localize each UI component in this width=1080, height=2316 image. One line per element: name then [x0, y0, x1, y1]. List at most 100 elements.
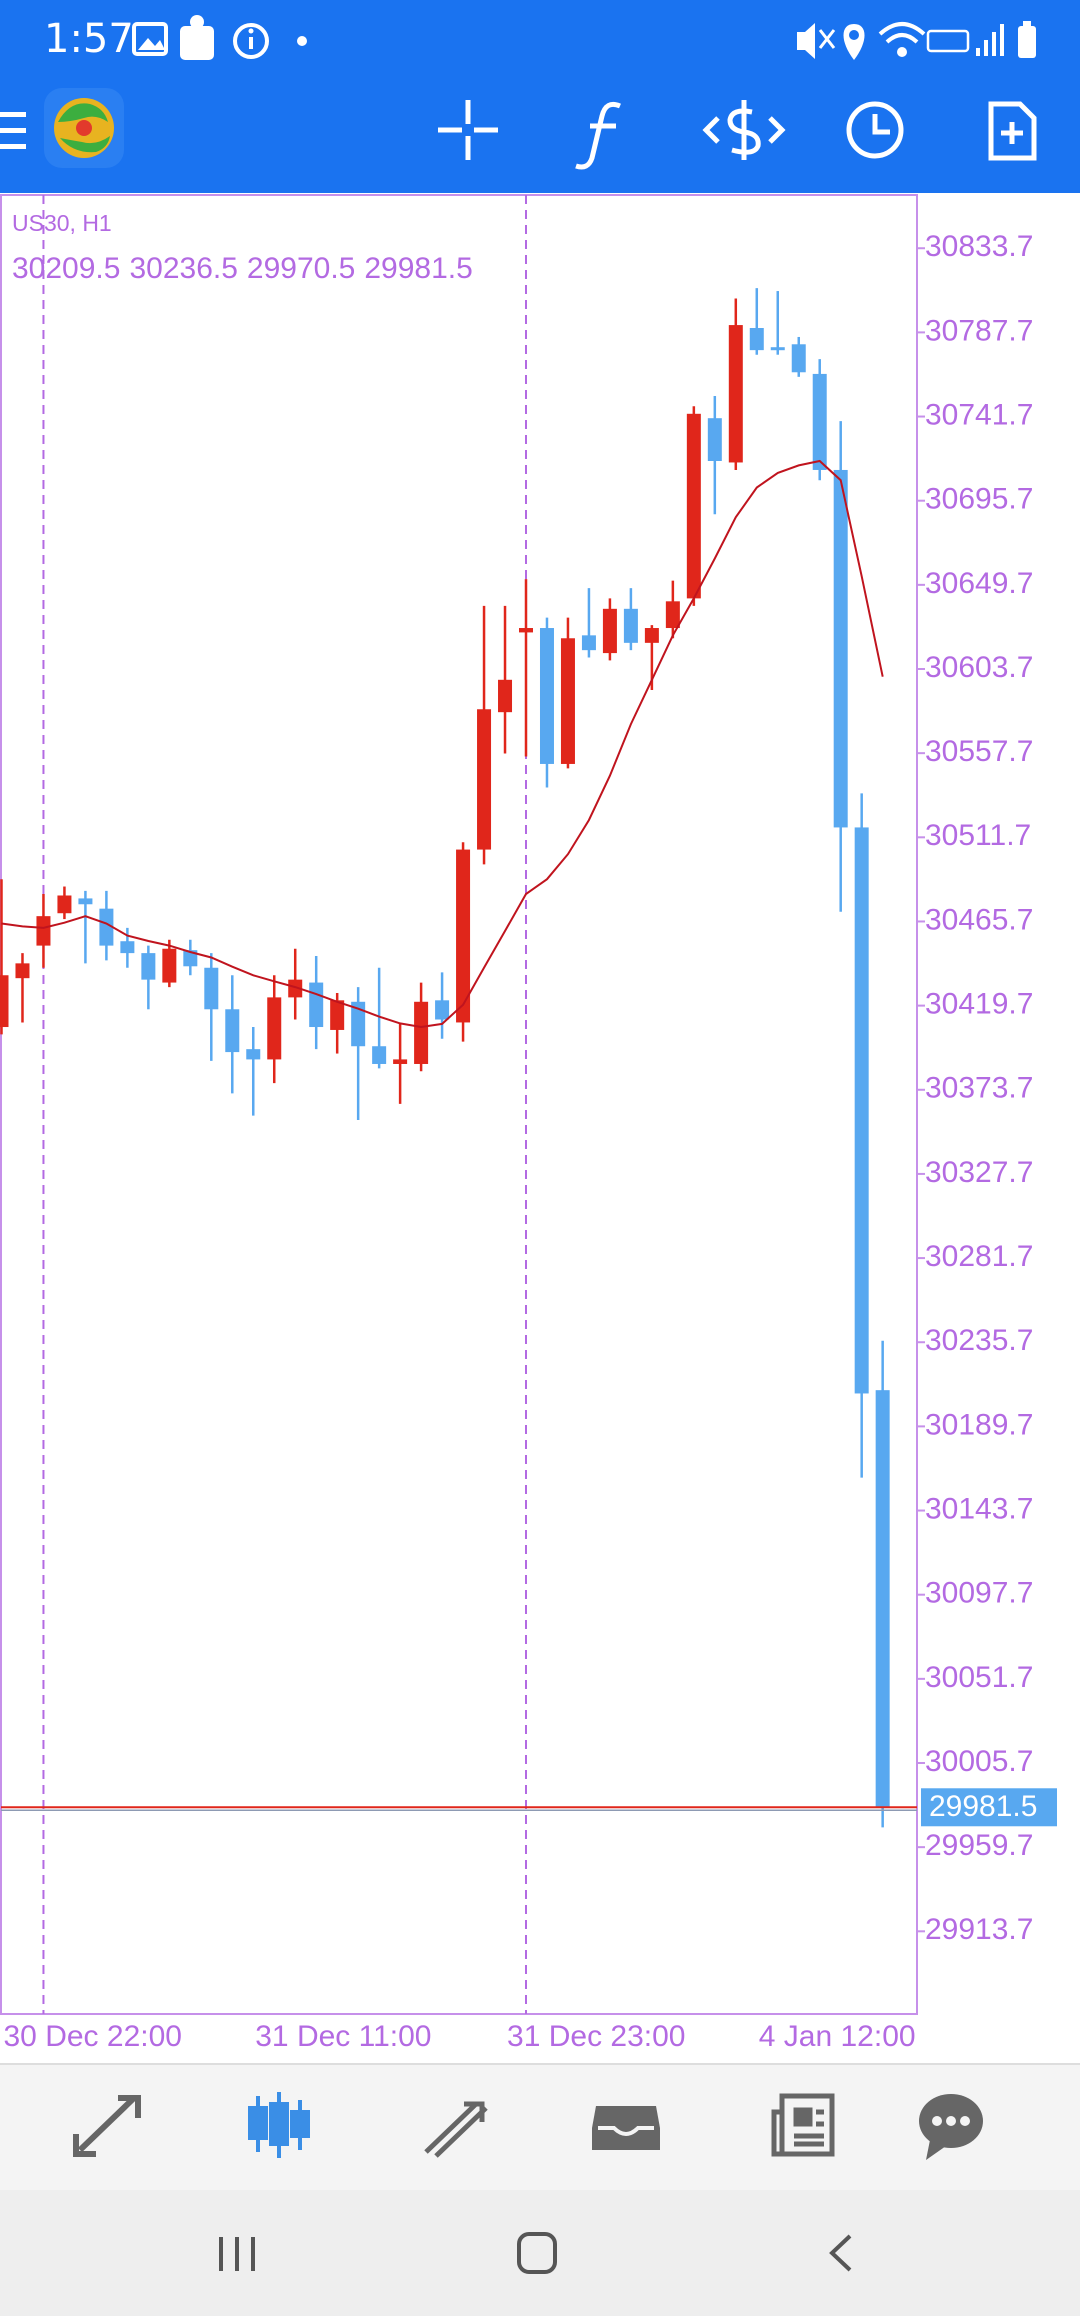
candle-body [183, 950, 198, 967]
candle-body [749, 327, 764, 351]
chart: US30, H1 30209.5 30236.5 29970.5 29981.5 30… [0, 194, 1057, 2053]
status-icons-left [132, 15, 307, 60]
y-tick-label: 29959.7 [925, 1829, 1033, 1862]
candle-body [770, 347, 785, 351]
candle-body [812, 373, 827, 470]
y-tick-label: 30741.7 [925, 398, 1033, 431]
chat-tab[interactable] [919, 2094, 983, 2160]
candle-body [644, 628, 659, 643]
plot-area [0, 194, 918, 2015]
y-tick-label: 30833.7 [925, 230, 1033, 263]
status-time: 1:57 [44, 16, 134, 62]
candle-body [225, 1009, 240, 1053]
candle-body [539, 628, 554, 764]
candle-body [393, 1059, 408, 1064]
menu-button[interactable] [0, 112, 26, 149]
ohlc-low: 29970.5 [247, 252, 355, 285]
period-button[interactable] [846, 101, 904, 159]
x-tick-label: 4 Jan 12:00 [759, 2020, 916, 2053]
y-tick-label: 30281.7 [925, 1240, 1033, 1273]
y-tick-label: 30051.7 [925, 1661, 1033, 1694]
candle-body [372, 1046, 387, 1064]
app-logo[interactable] [44, 88, 124, 168]
chart-tab[interactable] [248, 2092, 310, 2158]
ohlc-open: 30209.5 [12, 252, 120, 285]
candle-body [498, 679, 513, 713]
x-tick-label: 30 Dec 22:00 [4, 2020, 182, 2053]
ohlc-high: 30236.5 [129, 252, 237, 285]
quotes-tab[interactable] [73, 2095, 141, 2157]
candle-body [36, 916, 51, 946]
news-tab[interactable] [771, 2093, 835, 2157]
candle-body [204, 967, 219, 1010]
candle-body [623, 608, 638, 643]
y-tick-label: 30143.7 [925, 1492, 1033, 1525]
candle-body [875, 1390, 890, 1808]
current-price-label: 29981.5 [929, 1790, 1037, 1823]
y-tick-label: 29913.7 [925, 1913, 1033, 1946]
candle-body [560, 638, 575, 764]
y-tick-label: 30005.7 [925, 1745, 1033, 1778]
y-tick-label: 30373.7 [925, 1072, 1033, 1105]
candle-body [288, 979, 303, 998]
candle-body [414, 1001, 429, 1064]
system-nav-bar [0, 2190, 1080, 2316]
y-tick-label: 30511.7 [925, 819, 1031, 852]
current-price-tag [921, 1788, 1057, 1827]
candle-body [435, 1000, 450, 1020]
status-icons-right [797, 21, 1036, 60]
ohlc-readout: 30209.5 30236.5 29970.5 29981.5 [12, 252, 473, 285]
crosshair-button[interactable] [438, 100, 498, 160]
candle-body [57, 895, 72, 914]
candle-body [162, 948, 177, 983]
candle-body [267, 997, 282, 1060]
ohlc-close: 29981.5 [364, 252, 472, 285]
candle-body [854, 827, 869, 1394]
candle-body [728, 325, 743, 463]
indicators-button[interactable] [575, 101, 621, 170]
home-button[interactable] [517, 2232, 557, 2274]
y-tick-label: 30465.7 [925, 903, 1033, 936]
y-tick-label: 30649.7 [925, 567, 1033, 600]
candle-body [120, 941, 135, 954]
y-tick-label: 30419.7 [925, 988, 1033, 1021]
y-tick-label: 30557.7 [925, 735, 1033, 768]
candle-body [602, 608, 617, 654]
y-tick-label: 30235.7 [925, 1324, 1033, 1357]
candle-body [246, 1049, 261, 1060]
candle-body [581, 635, 596, 651]
symbol-label: US30, H1 [12, 210, 112, 236]
y-tick-label: 30189.7 [925, 1408, 1033, 1441]
bottom-toolbar [0, 2064, 1080, 2190]
recents-button[interactable] [219, 2237, 255, 2271]
x-tick-label: 31 Dec 23:00 [507, 2020, 685, 2053]
candle-body [141, 953, 156, 980]
trade-tab[interactable] [424, 2101, 488, 2158]
history-tab[interactable] [592, 2106, 660, 2150]
candle-body [309, 982, 324, 1028]
candle-body [456, 849, 471, 1023]
y-tick-label: 30603.7 [925, 651, 1033, 684]
candle-body [519, 628, 533, 633]
candle-body [833, 469, 848, 828]
x-tick-label: 31 Dec 11:00 [255, 2020, 431, 2053]
trade-button[interactable] [702, 100, 786, 160]
toolbar [0, 88, 1037, 170]
moving-average-line [1, 459, 884, 1029]
y-tick-label: 30695.7 [925, 483, 1033, 516]
candle-body [99, 908, 114, 946]
y-tick-label: 30097.7 [925, 1577, 1033, 1610]
candle-body [0, 975, 9, 1028]
back-button[interactable] [829, 2234, 852, 2272]
candle-body [351, 1001, 366, 1047]
candle-body [665, 601, 680, 629]
candle-body [330, 1000, 345, 1030]
candle-body [791, 344, 806, 373]
y-tick-label: 30327.7 [925, 1156, 1033, 1189]
candle-body [477, 709, 492, 850]
template-button[interactable] [988, 101, 1037, 161]
candle-body [78, 898, 93, 905]
candle-body [707, 418, 722, 461]
